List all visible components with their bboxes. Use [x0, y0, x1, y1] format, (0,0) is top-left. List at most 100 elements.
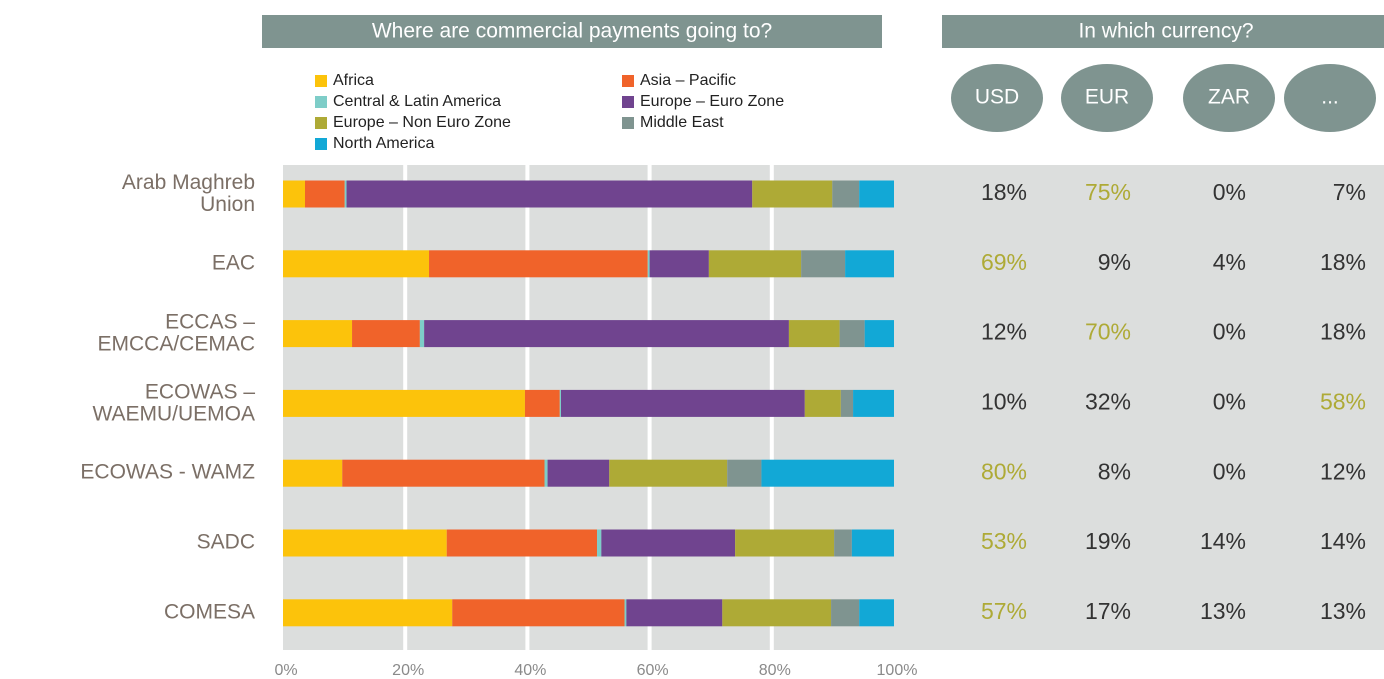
x-tick-label: 40%	[514, 662, 546, 679]
currency-share: 18%	[1320, 319, 1366, 345]
currency-share: 8%	[1098, 458, 1131, 484]
x-tick-label: 60%	[637, 662, 669, 679]
bar-segment	[834, 529, 852, 557]
bar-segment	[788, 320, 840, 348]
bar-segment	[831, 599, 860, 627]
legend-swatch	[315, 138, 327, 150]
category-label: ECOWAS – WAEMU/UEMOA	[92, 380, 255, 425]
currency-label: ...	[1321, 86, 1339, 109]
legend-swatch	[622, 117, 634, 129]
bar-segment	[804, 389, 841, 417]
currency-share: 0%	[1213, 388, 1246, 414]
category-label: ECCAS – EMCCA/CEMAC	[97, 310, 255, 355]
legend-swatch	[622, 75, 634, 87]
currency-share: 18%	[1320, 249, 1366, 275]
legend-label: Europe – Non Euro Zone	[333, 114, 511, 131]
bar-segment	[561, 389, 805, 417]
legend-label: Central & Latin America	[333, 93, 501, 110]
currency-share: 14%	[1200, 528, 1246, 554]
bar-segment	[832, 180, 860, 208]
bar-segment	[544, 459, 548, 487]
currency-share: 18%	[981, 179, 1027, 205]
bar-segment	[708, 250, 802, 278]
currency-share: 53%	[981, 528, 1027, 554]
bar-segment	[601, 529, 736, 557]
bar-segment	[859, 599, 894, 627]
legend-label: Europe – Euro Zone	[640, 93, 784, 110]
legend-label: North America	[333, 135, 434, 152]
currency-title: In which currency?	[1078, 20, 1253, 43]
bar-segment	[624, 599, 627, 627]
bar-segment	[283, 320, 353, 348]
bar-segment	[839, 320, 865, 348]
currency-badge	[951, 64, 1043, 132]
currency-share: 69%	[981, 249, 1027, 275]
bar-segment	[845, 250, 894, 278]
currency-share: 80%	[981, 458, 1027, 484]
currency-label: EUR	[1085, 86, 1129, 109]
bar-segment	[647, 250, 650, 278]
bar-segment	[429, 250, 648, 278]
currency-share: 75%	[1085, 179, 1131, 205]
category-label: ECOWAS - WAMZ	[80, 461, 255, 484]
bar-segment	[752, 180, 833, 208]
bar-segment	[283, 529, 447, 557]
legend-swatch	[315, 75, 327, 87]
legend-swatch	[315, 117, 327, 129]
legend-label: Africa	[333, 72, 374, 89]
title-banner	[262, 15, 882, 48]
legend-label: Middle East	[640, 114, 724, 131]
bar-segment	[283, 459, 343, 487]
currency-share: 32%	[1085, 388, 1131, 414]
legend-swatch	[622, 96, 634, 108]
bar-segment	[283, 180, 305, 208]
currency-badge	[1061, 64, 1153, 132]
currency-label: USD	[975, 86, 1019, 109]
bar-segment	[626, 599, 723, 627]
bar-segment	[446, 529, 598, 557]
category-label: EAC	[212, 251, 255, 274]
bar-segment	[424, 320, 789, 348]
bar-segment	[853, 389, 894, 417]
bar-segment	[851, 529, 894, 557]
bar-segment	[761, 459, 894, 487]
x-tick-label: 100%	[877, 662, 918, 679]
x-tick-label: 80%	[759, 662, 791, 679]
bar-segment	[352, 320, 420, 348]
currency-share: 10%	[981, 388, 1027, 414]
bar-segment	[609, 459, 728, 487]
currency-share: 0%	[1213, 319, 1246, 345]
bar-segment	[524, 389, 560, 417]
bar-segment	[801, 250, 846, 278]
currency-badge	[1183, 64, 1275, 132]
currency-banner	[942, 15, 1384, 48]
currency-share: 12%	[1320, 458, 1366, 484]
currency-share: 19%	[1085, 528, 1131, 554]
bar-segment	[859, 180, 894, 208]
bar-segment	[735, 529, 835, 557]
bar-segment	[547, 459, 610, 487]
currency-share: 58%	[1320, 388, 1366, 414]
bar-segment	[452, 599, 625, 627]
bar-segment	[597, 529, 602, 557]
currency-share: 0%	[1213, 458, 1246, 484]
currency-share: 0%	[1213, 179, 1246, 205]
chart-title: Where are commercial payments going to?	[372, 20, 772, 43]
bar-segment	[342, 459, 545, 487]
x-tick-label: 0%	[274, 662, 297, 679]
category-label: COMESA	[164, 600, 255, 623]
currency-badge	[1284, 64, 1376, 132]
bar-segment	[559, 389, 562, 417]
category-label: Arab Maghreb Union	[122, 171, 255, 216]
legend-label: Asia – Pacific	[640, 72, 736, 89]
legend-swatch	[315, 96, 327, 108]
bar-segment	[727, 459, 762, 487]
bar-segment	[649, 250, 709, 278]
bar-segment	[346, 180, 753, 208]
currency-share: 13%	[1200, 598, 1246, 624]
bar-segment	[840, 389, 854, 417]
currency-share: 13%	[1320, 598, 1366, 624]
bar-segment	[419, 320, 425, 348]
currency-share: 70%	[1085, 319, 1131, 345]
